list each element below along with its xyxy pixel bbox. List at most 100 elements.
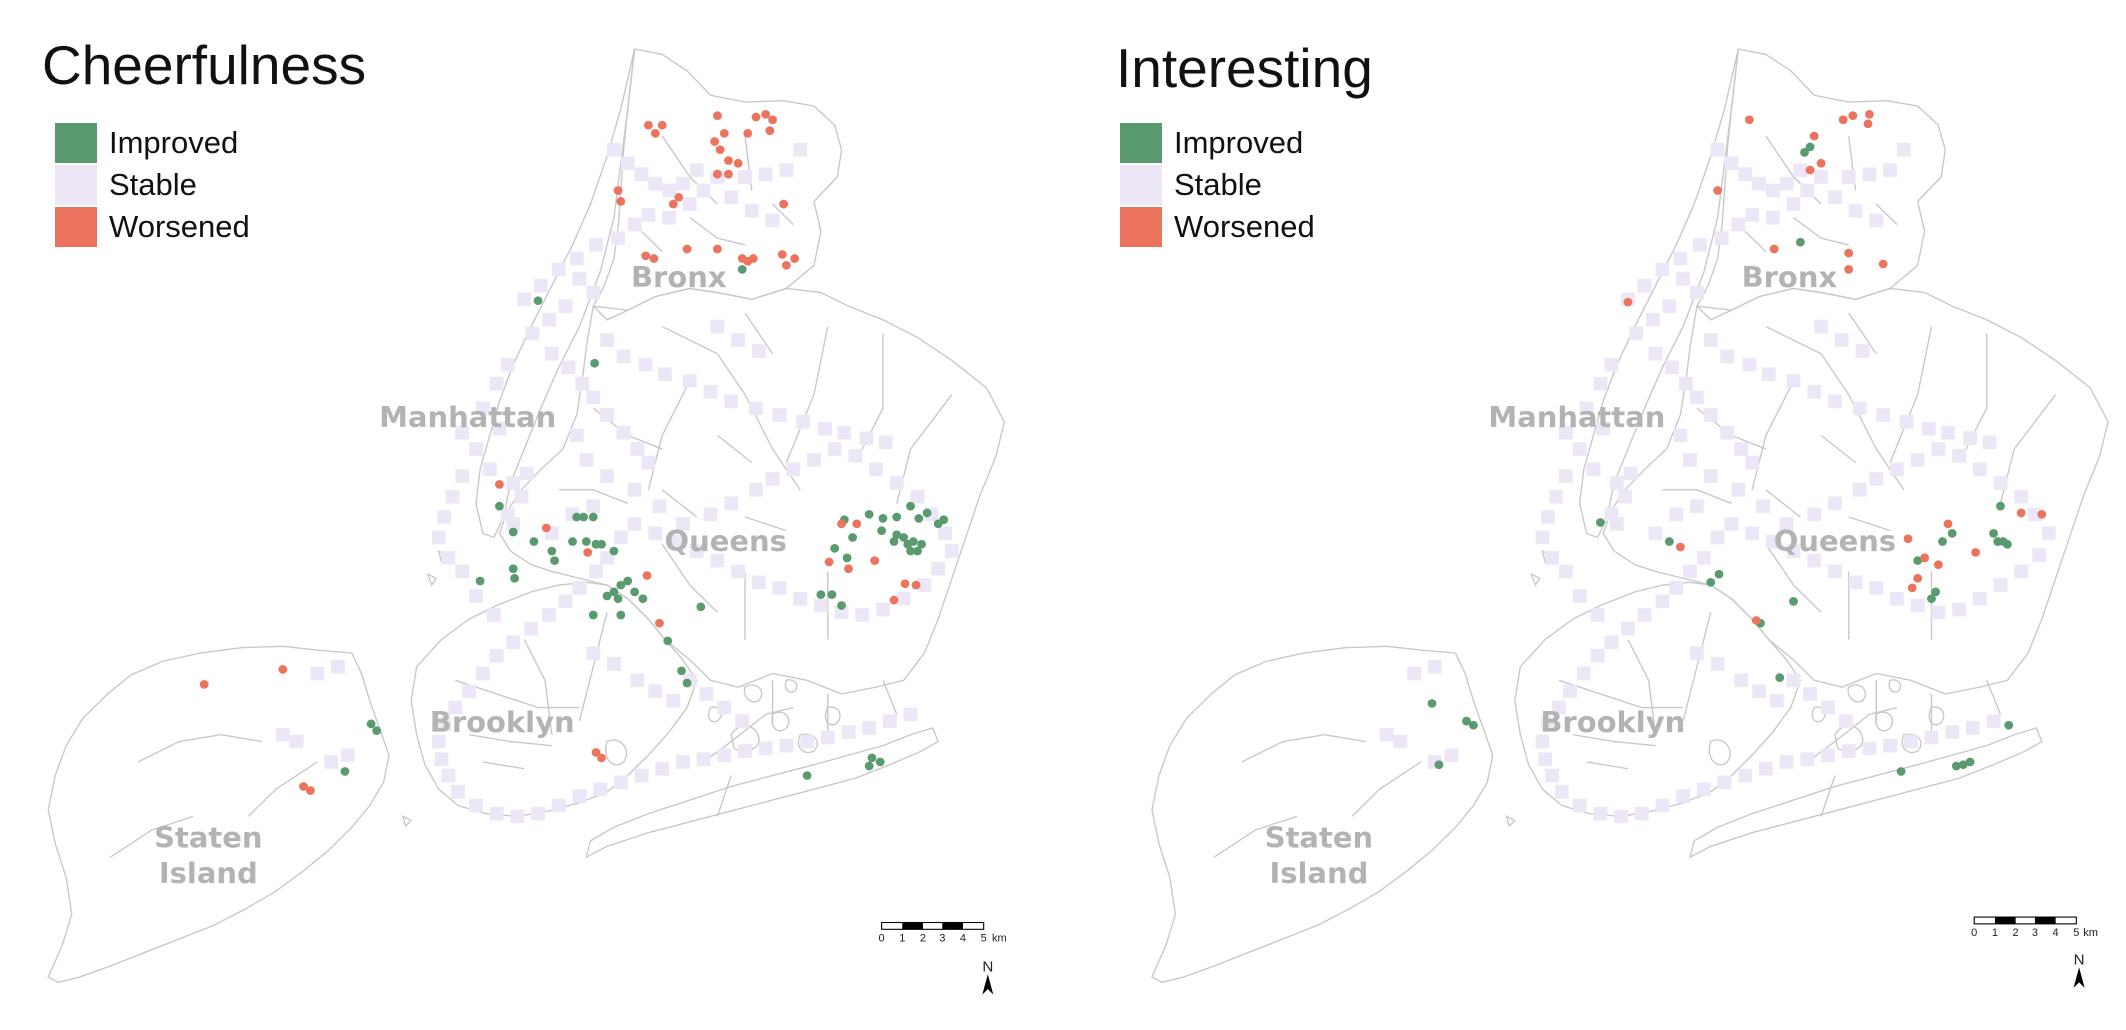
worsened-point — [743, 128, 753, 138]
stable-cell — [1883, 163, 1897, 177]
worsened-point — [591, 748, 601, 757]
stable-cell — [1679, 376, 1693, 391]
stable-cell — [620, 156, 635, 171]
worsened-point — [911, 580, 921, 590]
worsened-point — [712, 169, 722, 179]
stable-cell — [634, 167, 649, 181]
stable-cell — [1793, 163, 1808, 177]
stable-cell — [1759, 761, 1773, 776]
stable-cell — [1765, 210, 1780, 225]
worsened-point — [674, 192, 684, 202]
stable-cell — [1742, 357, 1757, 372]
improved-point — [1896, 767, 1906, 776]
stable-cell — [2014, 489, 2029, 504]
stable-cell — [434, 752, 449, 767]
stable-cell — [717, 700, 732, 715]
stable-cell — [510, 809, 525, 824]
stable-cell — [627, 217, 642, 232]
stable-cell — [1724, 156, 1739, 171]
stable-cell — [1841, 170, 1856, 184]
stable-cell — [641, 208, 656, 222]
stable-cell — [1941, 425, 1955, 440]
stable-cell — [506, 476, 521, 490]
improved-point — [875, 757, 885, 767]
improved-point — [827, 590, 837, 599]
stable-cell — [689, 163, 704, 177]
borough-label-bronx: Bronx — [1742, 260, 1838, 294]
improved-point — [1913, 556, 1923, 565]
scale-tick-label: 3 — [2032, 927, 2038, 939]
stable-cell — [1407, 666, 1422, 681]
internal-boundaries — [1213, 135, 2057, 858]
improved-point — [878, 514, 888, 523]
north-label: N — [2074, 952, 2085, 969]
improved-point — [1469, 720, 1478, 730]
stable-cell — [735, 714, 750, 728]
borough-label-staten-island-line1: Staten — [154, 821, 262, 855]
stable-cell — [1669, 580, 1684, 595]
stable-cell — [482, 462, 497, 477]
north-arrow-glyph — [982, 974, 994, 995]
borough-label-bronx: Bronx — [631, 260, 727, 294]
stable-cell — [1779, 755, 1794, 769]
worsened-point — [655, 618, 664, 628]
improved-point — [529, 537, 539, 546]
improved-point — [366, 719, 376, 729]
stable-cell — [1558, 469, 1573, 484]
improved-point — [508, 564, 518, 574]
stable-cell — [1665, 360, 1680, 375]
stable-cell — [331, 659, 345, 674]
worsened-point — [1744, 115, 1754, 125]
worsened-point — [1713, 186, 1723, 195]
stable-cell — [1720, 349, 1735, 364]
stable-cell — [1952, 449, 1966, 463]
legend-swatch-stable — [1120, 165, 1162, 205]
legend-swatch-improved — [55, 123, 97, 163]
stable-cell — [324, 755, 339, 769]
stable-cell — [1558, 564, 1573, 579]
worsened-point — [1907, 583, 1917, 593]
stable-cell — [558, 594, 573, 609]
stable-cell — [1852, 401, 1867, 415]
borough-outlines — [47, 48, 1006, 984]
stable-cell — [469, 589, 483, 603]
improved-point — [908, 537, 918, 546]
stable-cell — [289, 734, 304, 749]
stable-cell — [689, 544, 704, 558]
stable-cell — [738, 170, 752, 184]
stable-cell — [1972, 462, 1987, 477]
improved-point — [1775, 673, 1785, 682]
stable-cell — [827, 442, 842, 456]
stable-cell — [751, 575, 766, 590]
worsened-point — [1903, 534, 1913, 544]
worsened-point — [1920, 553, 1929, 563]
legend-swatch-stable — [55, 165, 97, 205]
stable-cell — [1634, 806, 1649, 821]
stable-cell — [1965, 721, 1980, 735]
stable-cell — [607, 142, 621, 157]
scale-tick-label: 5 — [981, 933, 987, 945]
stable-cell — [676, 176, 690, 191]
stable-cell — [1655, 594, 1670, 609]
stable-cell — [1572, 442, 1587, 456]
stable-cell — [520, 466, 534, 481]
legend-item-stable: Stable — [1120, 164, 1315, 206]
improved-point — [1958, 760, 1968, 770]
map-canvas-interesting: Bronx Manhattan Queens Brooklyn Staten I… — [1151, 48, 2109, 988]
stable-cell — [431, 530, 446, 545]
improved-point — [682, 678, 692, 688]
borough-label-staten-island-line2: Island — [1269, 856, 1368, 890]
stable-cell — [749, 401, 763, 415]
improved-point — [581, 537, 591, 546]
stable-cell — [1593, 376, 1608, 391]
worsened-point — [1816, 158, 1826, 168]
improved-point — [1951, 761, 1961, 771]
stable-cell — [489, 649, 504, 663]
stable-cell — [1738, 167, 1753, 181]
stable-cell — [1703, 333, 1718, 347]
worsened-point — [719, 128, 729, 138]
improved-point — [867, 753, 877, 763]
stable-cell — [1683, 453, 1697, 467]
stable-cell — [882, 714, 897, 728]
